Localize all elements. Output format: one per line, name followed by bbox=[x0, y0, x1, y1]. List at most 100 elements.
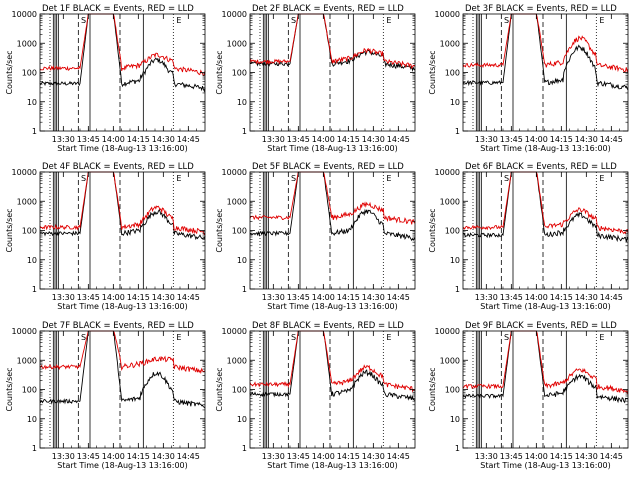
annotation-e: E bbox=[386, 333, 391, 342]
x-tick-label: 14:15 bbox=[337, 135, 360, 144]
y-tick-label: 1000 bbox=[440, 39, 460, 48]
x-tick-label: 13:45 bbox=[500, 135, 523, 144]
annotation-e: E bbox=[176, 333, 181, 342]
x-tick-label: 14:45 bbox=[387, 293, 410, 302]
y-tick-label: 100 bbox=[22, 227, 37, 236]
y-tick-label: 1 bbox=[32, 285, 37, 294]
x-tick-label: 14:15 bbox=[337, 293, 360, 302]
series-lld bbox=[462, 330, 629, 395]
x-tick-label: 13:45 bbox=[287, 135, 310, 144]
panel-title: Det 5F BLACK = Events, RED = LLD bbox=[252, 162, 404, 172]
x-tick-label: 13:30 bbox=[262, 293, 285, 302]
x-tick-label: 14:30 bbox=[152, 135, 175, 144]
y-tick-label: 1000 bbox=[440, 197, 460, 206]
series-events bbox=[462, 13, 629, 91]
annotation-e: E bbox=[386, 16, 391, 25]
series-events bbox=[39, 171, 206, 241]
x-tick-label: 13:45 bbox=[77, 293, 100, 302]
y-tick-label: 10000 bbox=[12, 327, 37, 336]
x-tick-label: 14:00 bbox=[312, 135, 335, 144]
plot-frame bbox=[462, 13, 629, 132]
panel-det-8: Det 8F BLACK = Events, RED = LLD S E 1 10 100… bbox=[215, 321, 416, 470]
y-tick-label: 100 bbox=[232, 227, 247, 236]
y-axis-label: Counts/sec bbox=[428, 50, 437, 94]
x-tick-label: 14:00 bbox=[312, 452, 335, 461]
y-tick-label: 10 bbox=[450, 98, 460, 107]
x-tick-label: 13:45 bbox=[77, 452, 100, 461]
y-tick-label: 1000 bbox=[227, 39, 247, 48]
series-events bbox=[462, 171, 629, 243]
x-tick-label: 13:45 bbox=[287, 452, 310, 461]
y-tick-label: 10000 bbox=[222, 327, 247, 336]
annotation-s: S bbox=[81, 16, 86, 25]
y-tick-label: 1 bbox=[455, 127, 460, 136]
plot-frame bbox=[249, 171, 416, 290]
y-tick-label: 10 bbox=[450, 415, 460, 424]
plot-frame bbox=[462, 171, 629, 290]
x-tick-label: 13:45 bbox=[287, 293, 310, 302]
plot-frame bbox=[249, 13, 416, 132]
x-tick-label: 14:15 bbox=[127, 293, 150, 302]
y-tick-label: 1 bbox=[455, 444, 460, 453]
y-tick-label: 1000 bbox=[17, 356, 37, 365]
annotation-s: S bbox=[81, 174, 86, 183]
y-tick-label: 1 bbox=[32, 444, 37, 453]
panel-det-2: Det 2F BLACK = Events, RED = LLD S E 1 10 100… bbox=[215, 4, 416, 153]
panel-title: Det 1F BLACK = Events, RED = LLD bbox=[42, 4, 194, 14]
x-tick-label: 14:45 bbox=[177, 293, 200, 302]
y-tick-label: 1000 bbox=[227, 356, 247, 365]
y-tick-label: 10000 bbox=[222, 168, 247, 177]
series-lld bbox=[249, 171, 416, 225]
x-tick-label: 14:15 bbox=[337, 452, 360, 461]
x-tick-label: 13:30 bbox=[475, 293, 498, 302]
panel-title: Det 3F BLACK = Events, RED = LLD bbox=[465, 4, 617, 14]
x-tick-label: 13:30 bbox=[52, 293, 75, 302]
y-tick-label: 10 bbox=[237, 98, 247, 107]
x-tick-label: 14:30 bbox=[362, 135, 385, 144]
series-events bbox=[39, 13, 206, 93]
y-tick-label: 1 bbox=[242, 444, 247, 453]
y-tick-label: 1000 bbox=[17, 197, 37, 206]
y-tick-label: 10000 bbox=[222, 10, 247, 19]
x-tick-label: 13:30 bbox=[262, 452, 285, 461]
y-tick-label: 1 bbox=[242, 127, 247, 136]
y-tick-label: 10000 bbox=[435, 10, 460, 19]
y-tick-label: 1 bbox=[455, 285, 460, 294]
plot-frame bbox=[39, 330, 206, 449]
panel-det-4: Det 4F BLACK = Events, RED = LLD S E 1 10 100… bbox=[5, 162, 206, 311]
x-tick-label: 14:00 bbox=[102, 135, 125, 144]
x-tick-label: 13:30 bbox=[262, 135, 285, 144]
annotation-s: S bbox=[291, 16, 296, 25]
x-tick-label: 14:45 bbox=[387, 452, 410, 461]
y-axis-label: Counts/sec bbox=[5, 208, 14, 252]
x-tick-label: 13:30 bbox=[52, 452, 75, 461]
x-tick-label: 14:30 bbox=[152, 293, 175, 302]
x-tick-label: 14:15 bbox=[550, 452, 573, 461]
annotation-s: S bbox=[504, 16, 509, 25]
annotation-e: E bbox=[386, 174, 391, 183]
y-tick-label: 100 bbox=[22, 69, 37, 78]
y-tick-label: 10 bbox=[27, 98, 37, 107]
x-axis-label: Start Time (18-Aug-13 13:16:00) bbox=[57, 144, 188, 153]
panel-det-5: Det 5F BLACK = Events, RED = LLD S E 1 10 100… bbox=[215, 162, 416, 311]
y-axis-label: Counts/sec bbox=[428, 208, 437, 252]
plot-frame bbox=[39, 13, 206, 132]
plot-frame bbox=[249, 330, 416, 449]
x-tick-label: 14:00 bbox=[102, 452, 125, 461]
annotation-e: E bbox=[599, 174, 604, 183]
panel-title: Det 9F BLACK = Events, RED = LLD bbox=[465, 321, 617, 331]
y-tick-label: 10 bbox=[27, 256, 37, 265]
x-tick-label: 14:30 bbox=[575, 293, 598, 302]
panel-det-7: Det 7F BLACK = Events, RED = LLD S E 1 10 100… bbox=[5, 321, 206, 470]
x-tick-label: 14:00 bbox=[525, 135, 548, 144]
x-tick-label: 14:30 bbox=[152, 452, 175, 461]
y-tick-label: 1000 bbox=[227, 197, 247, 206]
annotation-s: S bbox=[291, 174, 296, 183]
x-tick-label: 13:30 bbox=[475, 452, 498, 461]
annotation-s: S bbox=[504, 174, 509, 183]
x-tick-label: 14:45 bbox=[600, 293, 623, 302]
annotation-e: E bbox=[599, 16, 604, 25]
x-tick-label: 13:45 bbox=[77, 135, 100, 144]
x-tick-label: 14:30 bbox=[362, 452, 385, 461]
